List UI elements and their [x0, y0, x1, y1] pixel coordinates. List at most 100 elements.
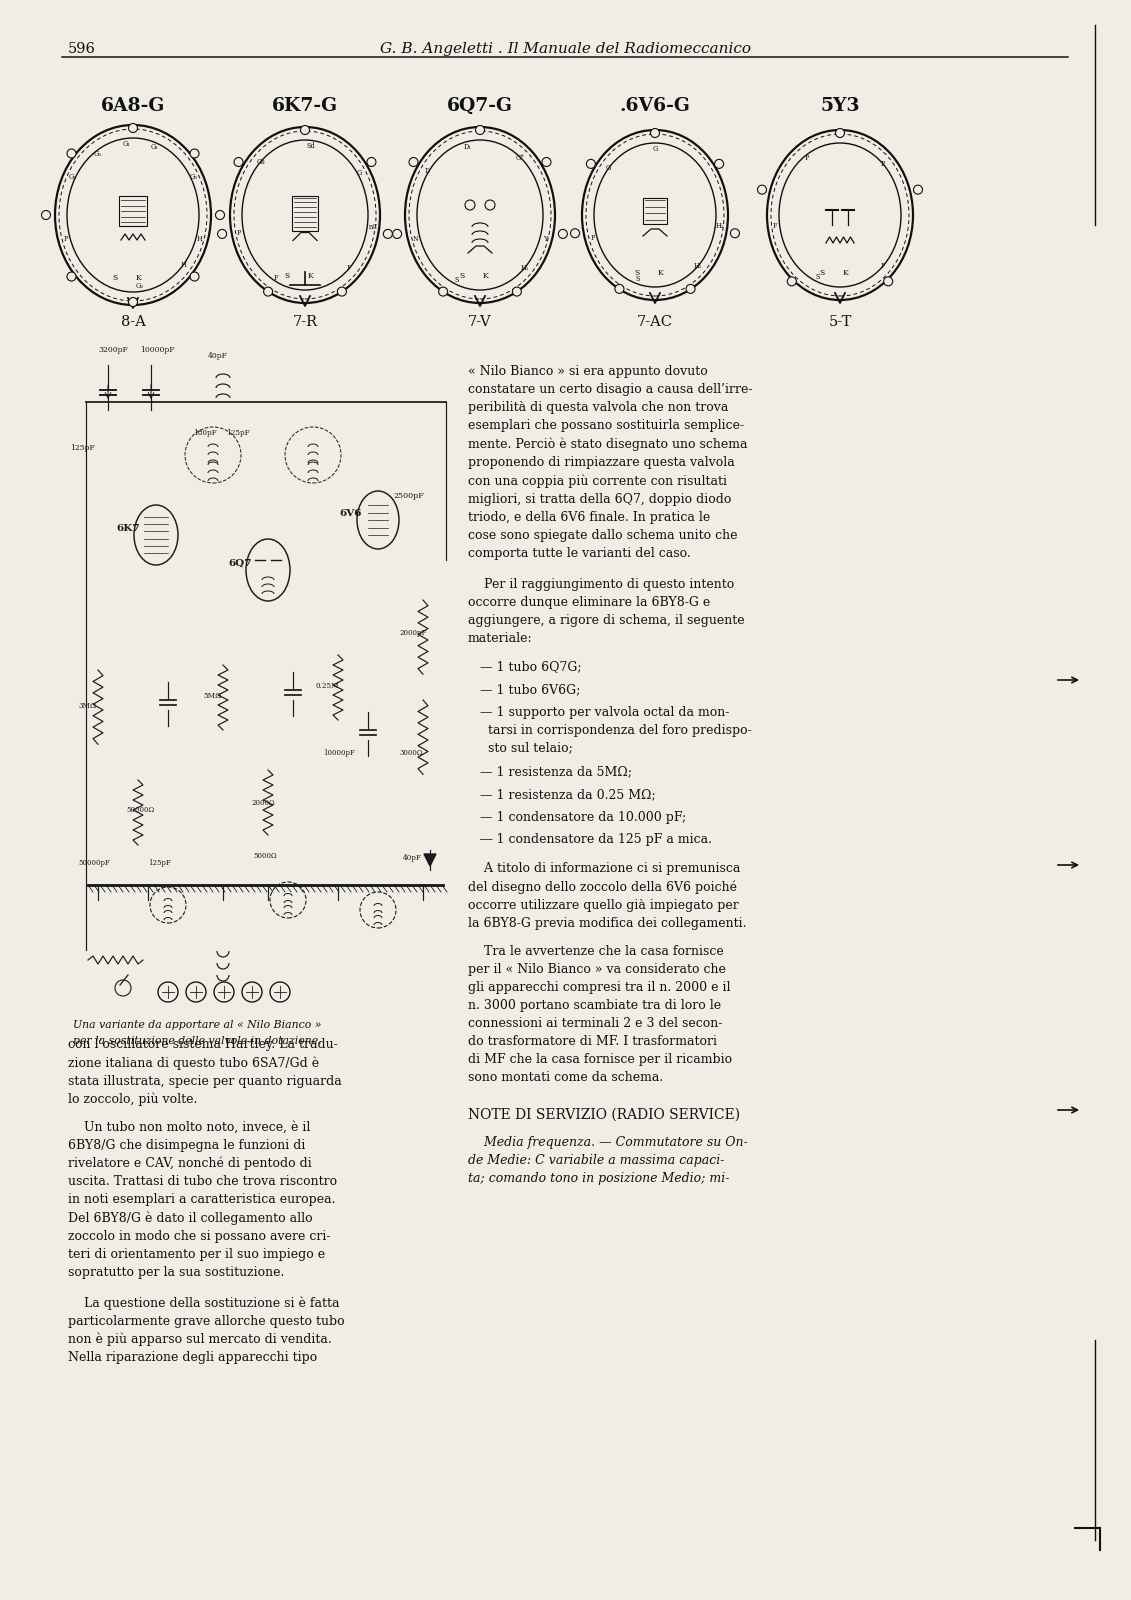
- Text: 50000Ω: 50000Ω: [126, 806, 154, 814]
- Text: Sd: Sd: [307, 142, 316, 150]
- Text: Media frequenza. — Commutatore su On-
de Medie: C variabile a massima capaci-
ta: Media frequenza. — Commutatore su On- de…: [468, 1136, 748, 1184]
- Text: 6Q7: 6Q7: [228, 558, 251, 568]
- Text: 7-V: 7-V: [468, 315, 492, 330]
- Text: « Nilo Bianco » si era appunto dovuto
constatare un certo disagio a causa dell’i: « Nilo Bianco » si era appunto dovuto co…: [468, 365, 752, 560]
- Text: 596: 596: [68, 42, 96, 56]
- Circle shape: [366, 157, 375, 166]
- Circle shape: [615, 285, 624, 293]
- Text: F: F: [347, 264, 352, 272]
- Text: F: F: [274, 274, 278, 282]
- Text: G*: G*: [516, 155, 524, 163]
- Text: K: K: [482, 272, 487, 280]
- Circle shape: [216, 211, 224, 219]
- Text: D₁: D₁: [464, 142, 472, 150]
- Text: La questione della sostituzione si è fatta
particolarmente grave allorche questo: La questione della sostituzione si è fat…: [68, 1296, 345, 1365]
- Text: P: P: [64, 235, 69, 243]
- Circle shape: [67, 149, 76, 158]
- Text: per la sostituzione delle valvole in dotazione.: per la sostituzione delle valvole in dot…: [74, 1037, 321, 1046]
- Text: 3200pF: 3200pF: [98, 346, 128, 354]
- Circle shape: [731, 229, 740, 238]
- Text: 6K7: 6K7: [116, 525, 139, 533]
- Circle shape: [392, 229, 402, 238]
- Text: G₃: G₃: [69, 173, 77, 181]
- Text: con l’oscillatore sistema Hartley. La tradu-
zione italiana di questo tubo 6SA7/: con l’oscillatore sistema Hartley. La tr…: [68, 1038, 342, 1107]
- Text: P: P: [805, 154, 809, 162]
- Text: Tra le avvertenze che la casa fornisce
per il « Nilo Bianco » va considerato che: Tra le avvertenze che la casa fornisce p…: [468, 944, 732, 1083]
- Circle shape: [687, 285, 696, 293]
- Circle shape: [409, 157, 418, 166]
- Text: 3000Ω: 3000Ω: [400, 749, 423, 757]
- Text: 6V6: 6V6: [339, 509, 362, 518]
- Circle shape: [787, 277, 796, 286]
- Circle shape: [301, 125, 310, 134]
- Ellipse shape: [133, 506, 178, 565]
- Text: 125pF: 125pF: [226, 429, 250, 437]
- Circle shape: [475, 125, 484, 134]
- Circle shape: [883, 277, 892, 286]
- Text: Per il raggiungimento di questo intento
occorre dunque eliminare la 6BY8-G e
agg: Per il raggiungimento di questo intento …: [468, 578, 744, 645]
- Text: G₁: G₁: [123, 141, 131, 149]
- Polygon shape: [424, 854, 435, 866]
- Text: 180pF: 180pF: [193, 429, 217, 437]
- Text: Una variante da apportare al « Nilo Bianco »: Una variante da apportare al « Nilo Bian…: [74, 1021, 321, 1030]
- Text: G₅: G₅: [94, 149, 102, 157]
- Circle shape: [264, 286, 273, 296]
- Text: F: F: [772, 222, 777, 230]
- Ellipse shape: [357, 491, 399, 549]
- Text: 3MΩ: 3MΩ: [78, 702, 96, 710]
- Text: G₂: G₂: [136, 282, 144, 290]
- Text: 5Y3: 5Y3: [820, 98, 860, 115]
- Text: H: H: [197, 235, 202, 243]
- Text: Gs: Gs: [257, 158, 265, 166]
- Circle shape: [758, 186, 767, 194]
- Text: H: H: [180, 261, 187, 269]
- Circle shape: [129, 298, 138, 307]
- Text: 7-AC: 7-AC: [637, 315, 673, 330]
- Text: ― 1 condensatore da 125 pF a mica.: ― 1 condensatore da 125 pF a mica.: [480, 834, 713, 846]
- Text: S: S: [634, 269, 640, 277]
- Text: NOTE DI SERVIZIO (RADIO SERVICE): NOTE DI SERVIZIO (RADIO SERVICE): [468, 1107, 740, 1122]
- Bar: [119, 195, 147, 226]
- Text: Y: Y: [543, 235, 547, 243]
- Text: Un tubo non molto noto, invece, è il
6BY8/G che disimpegna le funzioni di
rivela: Un tubo non molto noto, invece, è il 6BY…: [68, 1120, 337, 1278]
- Text: S: S: [815, 274, 820, 282]
- Text: 125pF: 125pF: [148, 859, 171, 867]
- Text: H₁: H₁: [716, 222, 724, 230]
- Text: G: G: [653, 146, 658, 154]
- Circle shape: [217, 229, 226, 238]
- Text: S: S: [284, 272, 290, 280]
- Circle shape: [512, 286, 521, 296]
- Text: 6Q7-G: 6Q7-G: [447, 98, 513, 115]
- Text: S: S: [636, 275, 640, 283]
- Circle shape: [914, 186, 923, 194]
- Circle shape: [542, 157, 551, 166]
- Text: 2000Ω: 2000Ω: [251, 798, 275, 806]
- Text: G: G: [356, 168, 362, 176]
- Text: — 1 resistenza da 5MΩ;: — 1 resistenza da 5MΩ;: [480, 765, 632, 779]
- Text: P: P: [236, 229, 241, 237]
- Circle shape: [650, 128, 659, 138]
- Text: — 1 supporto per valvola octal da mon-
  tarsi in corrispondenza del foro predis: — 1 supporto per valvola octal da mon- t…: [480, 706, 752, 755]
- Circle shape: [337, 286, 346, 296]
- Circle shape: [383, 229, 392, 238]
- Text: 5000Ω: 5000Ω: [253, 851, 277, 861]
- Text: P: P: [590, 234, 595, 242]
- Text: 6K7-G: 6K7-G: [271, 98, 338, 115]
- Text: S: S: [455, 275, 459, 283]
- Circle shape: [190, 272, 199, 282]
- Text: 8-A: 8-A: [121, 315, 146, 330]
- Text: 10000pF: 10000pF: [140, 346, 174, 354]
- Text: 6A8-G: 6A8-G: [101, 98, 165, 115]
- Text: A titolo di informazione ci si premunisca
del disegno dello zoccolo della 6V6 po: A titolo di informazione ci si premunisc…: [468, 862, 746, 930]
- Text: G. B. Angeletti . Il Manuale del Radiomeccanico: G. B. Angeletti . Il Manuale del Radiome…: [380, 42, 751, 56]
- Circle shape: [586, 160, 595, 168]
- Text: N: N: [412, 235, 418, 243]
- Text: 125pF: 125pF: [70, 443, 95, 451]
- Circle shape: [715, 160, 724, 168]
- Circle shape: [559, 229, 568, 238]
- Text: G₉: G₉: [189, 173, 197, 181]
- Circle shape: [570, 229, 579, 238]
- Text: K: K: [843, 269, 848, 277]
- Bar: [644, 198, 667, 224]
- Text: 50000pF: 50000pF: [78, 859, 110, 867]
